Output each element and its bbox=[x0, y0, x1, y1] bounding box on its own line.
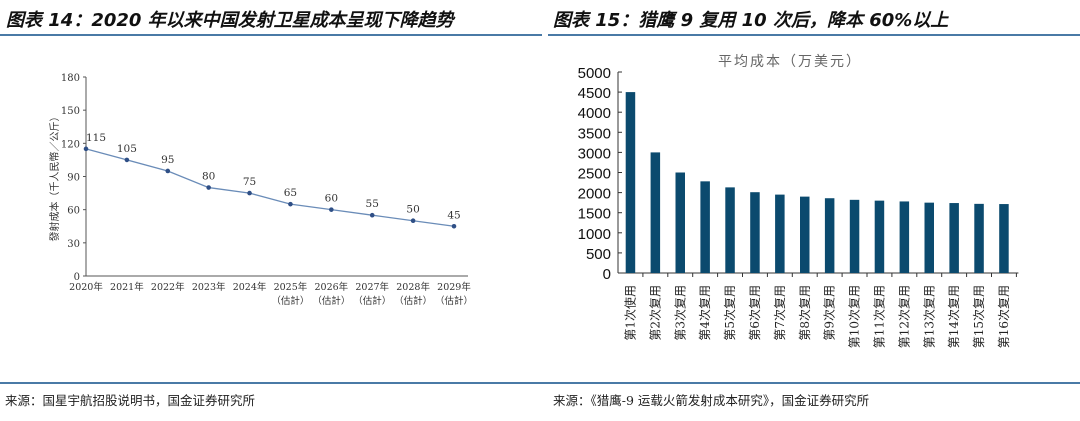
footer-rule bbox=[0, 382, 1080, 384]
bar bbox=[750, 192, 760, 273]
bar bbox=[800, 196, 810, 273]
bar bbox=[924, 202, 934, 273]
x-tick-label: 2025年 bbox=[274, 281, 308, 293]
y-tick-label: 120 bbox=[61, 139, 80, 150]
x-tick-label: 2026年 bbox=[314, 281, 348, 293]
x-tick-label: 第4次复用 bbox=[698, 285, 712, 341]
data-point bbox=[288, 201, 293, 207]
y-tick-label: 4500 bbox=[578, 85, 611, 102]
data-point bbox=[451, 223, 457, 229]
y-tick-label: 3000 bbox=[578, 145, 611, 162]
x-tick-label: 2020年 bbox=[69, 281, 103, 293]
x-tick-label: 第11次复用 bbox=[872, 285, 886, 348]
left-header-rule bbox=[0, 34, 542, 36]
bar bbox=[650, 152, 661, 273]
x-tick-label: 第1次使用 bbox=[622, 285, 637, 341]
x-tick-label: 第6次复用 bbox=[748, 285, 762, 341]
x-tick-label: （估計） bbox=[353, 295, 391, 307]
x-tick-label: 2027年 bbox=[355, 281, 389, 293]
data-point bbox=[124, 157, 130, 163]
bar bbox=[775, 194, 785, 273]
data-label: 80 bbox=[202, 171, 215, 183]
data-label: 75 bbox=[243, 176, 256, 188]
bar bbox=[899, 201, 910, 273]
right-header-rule bbox=[548, 34, 1080, 36]
chart-title: 平均成本（万美元） bbox=[718, 54, 862, 70]
x-tick-label: 第8次复用 bbox=[798, 285, 812, 341]
x-tick-label: （估計） bbox=[394, 295, 432, 307]
bar bbox=[824, 198, 835, 273]
line-chart: 0 30 60 90 120 150 180 發射成本（千人民幣／公斤） 115 2020年 105… bbox=[48, 73, 473, 307]
x-tick-label: （估計） bbox=[435, 295, 473, 307]
bar bbox=[949, 203, 959, 273]
y-tick-label: 0 bbox=[603, 266, 611, 283]
x-tick-label: 第10次复用 bbox=[848, 285, 862, 348]
x-tick-label: 2029年 bbox=[437, 281, 471, 293]
y-tick-label: 2000 bbox=[578, 186, 611, 203]
y-tick-label: 2500 bbox=[578, 166, 611, 183]
data-point bbox=[83, 146, 89, 152]
y-axis-label: 發射成本（千人民幣／公斤） bbox=[48, 112, 61, 242]
x-tick-label: 第16次复用 bbox=[997, 285, 1011, 348]
x-tick-label: 2021年 bbox=[110, 281, 144, 293]
y-tick-label: 3500 bbox=[578, 125, 611, 142]
x-tick-label: 2028年 bbox=[396, 281, 430, 293]
y-tick-label: 150 bbox=[61, 106, 80, 117]
x-tick-label: 第13次复用 bbox=[922, 285, 936, 348]
x-tick-label: 第12次复用 bbox=[897, 285, 911, 348]
right-figure-header: 图表 15：猎鹰 9 复用 10 次后，降本 60%以上 bbox=[553, 10, 949, 31]
data-point bbox=[165, 168, 171, 174]
y-tick-label: 1500 bbox=[578, 206, 611, 223]
bar bbox=[700, 181, 710, 273]
data-label: 55 bbox=[366, 198, 379, 210]
data-label: 45 bbox=[447, 209, 460, 221]
data-label: 50 bbox=[406, 204, 419, 216]
right-source: 来源：《猎鹰-9 运载火箭发射成本研究》，国金证券研究所 bbox=[553, 393, 870, 408]
x-tick-label: （估計） bbox=[312, 295, 350, 307]
bar bbox=[725, 187, 735, 273]
data-point bbox=[247, 190, 252, 196]
data-label: 95 bbox=[161, 154, 174, 166]
y-tick-label: 500 bbox=[586, 246, 611, 263]
x-tick-label: （估計） bbox=[271, 295, 309, 307]
data-label: 65 bbox=[284, 187, 297, 199]
bar-chart: 平均成本（万美元） 0 500 1000 1500 2000 2500 3000 3500 400… bbox=[578, 54, 1019, 348]
data-point bbox=[329, 207, 334, 212]
x-tick-label: 第9次复用 bbox=[823, 285, 837, 341]
x-tick-label: 2022年 bbox=[151, 281, 185, 293]
bar bbox=[999, 204, 1009, 273]
y-tick-label: 180 bbox=[61, 73, 80, 84]
left-figure-header: 图表 14：2020 年以来中国发射卫星成本呈现下降趋势 bbox=[6, 10, 454, 31]
bar bbox=[974, 203, 984, 273]
data-point bbox=[410, 218, 416, 224]
data-label: 105 bbox=[117, 143, 137, 155]
x-tick-label: 第5次复用 bbox=[723, 285, 737, 341]
x-tick-label: 2024年 bbox=[233, 281, 267, 293]
data-point bbox=[206, 185, 211, 190]
x-tick-label: 第3次复用 bbox=[673, 285, 687, 341]
y-tick-label: 4000 bbox=[578, 105, 611, 122]
bar bbox=[849, 199, 860, 273]
bar bbox=[625, 92, 636, 273]
x-tick-label: 第2次复用 bbox=[648, 285, 662, 341]
y-tick-label: 1000 bbox=[578, 226, 611, 243]
data-point bbox=[369, 212, 375, 218]
x-tick-label: 2023年 bbox=[192, 281, 226, 293]
bar bbox=[874, 200, 885, 273]
y-tick-label: 30 bbox=[67, 239, 80, 250]
x-tick-label: 第15次复用 bbox=[972, 285, 986, 348]
bar bbox=[675, 172, 685, 273]
data-label: 115 bbox=[86, 132, 106, 144]
y-tick-label: 5000 bbox=[578, 65, 611, 82]
left-source: 来源：国星宇航招股说明书，国金证券研究所 bbox=[5, 393, 256, 408]
y-tick-label: 90 bbox=[67, 173, 80, 184]
y-tick-label: 60 bbox=[67, 206, 80, 217]
y-tick-label: 0 bbox=[74, 272, 80, 283]
series-line bbox=[85, 148, 455, 227]
data-label: 60 bbox=[325, 193, 338, 205]
x-tick-label: 第14次复用 bbox=[947, 285, 961, 348]
x-tick-label: 第7次复用 bbox=[773, 285, 787, 341]
